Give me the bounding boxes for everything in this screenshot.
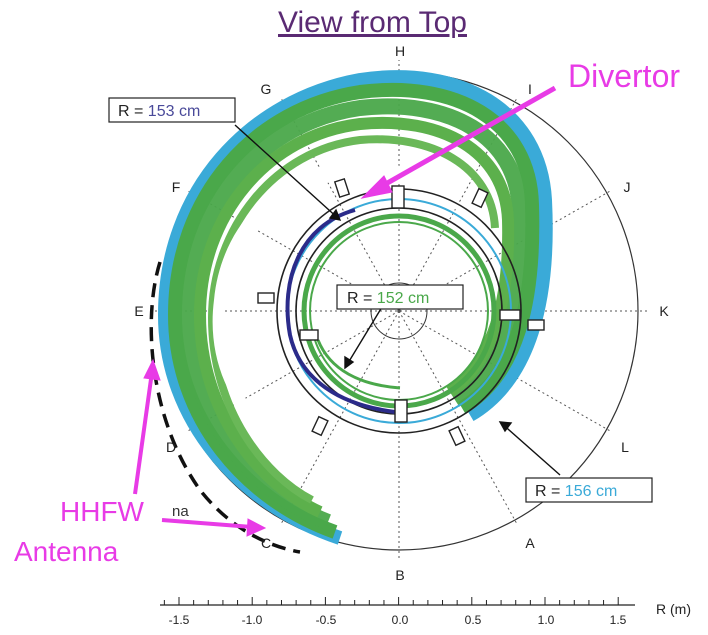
arrow-r156 (499, 421, 561, 476)
r-axis-minor-ticks (163, 597, 619, 605)
page-title: View from Top (278, 6, 467, 39)
port-notch (257, 292, 275, 304)
port-notch (311, 415, 329, 437)
r-axis-label: R (m) (656, 601, 691, 617)
sector-letter-h: H (395, 43, 405, 59)
port-notch (448, 425, 466, 447)
sector-letter-k: K (659, 303, 669, 319)
divertor-label: Divertor (568, 58, 681, 94)
radius-value-152: 152 cm (377, 290, 429, 307)
r-axis-tick: 1.5 (610, 613, 627, 627)
arrowhead-hhfw-up (143, 358, 161, 381)
sector-letter-b: B (395, 567, 404, 583)
svg-text:R = 152 cm: R = 152 cm (347, 290, 429, 307)
field-line-green (207, 135, 499, 504)
port-notch (299, 329, 319, 341)
sector-letter-f: F (172, 179, 181, 195)
antenna-fragment-label: na (172, 503, 189, 520)
field-line-band (157, 70, 553, 545)
arrowhead (498, 421, 513, 433)
r-axis-tick: -0.5 (316, 613, 337, 627)
spoke-line (398, 310, 613, 433)
radius-prefix: R = (347, 290, 377, 307)
radius-prefix: R = (118, 103, 148, 120)
field-line-blue (157, 70, 553, 545)
svg-text:R = 156 cm: R = 156 cm (535, 483, 617, 500)
r-axis-tick: -1.0 (242, 613, 263, 627)
arrowhead-divertor (360, 175, 393, 199)
arrowhead (328, 208, 342, 221)
sector-letter-a: A (525, 535, 535, 551)
radius-value-156: 156 cm (565, 483, 617, 500)
sector-letter-i: I (528, 81, 532, 97)
hhfw-antenna-arc (149, 261, 301, 554)
spoke-line (185, 310, 400, 433)
port-notch (333, 177, 351, 199)
r-axis-tick-labels: -1.5 -1.0 -0.5 0.0 0.5 1.0 1.5 (169, 613, 627, 627)
field-arc-navy (285, 208, 396, 414)
radius-box-152: R = 152 cm (336, 284, 464, 310)
hhfw-label: HHFW (60, 496, 144, 527)
port-notch (391, 185, 405, 209)
sector-letter-j: J (624, 179, 631, 195)
field-line-green (179, 98, 529, 530)
r-axis: -1.5 -1.0 -0.5 0.0 0.5 1.0 1.5 R (m) (160, 597, 691, 627)
port-notch (499, 309, 521, 321)
radius-box-153: R = 153 cm (108, 97, 236, 123)
sector-letter-c: C (261, 535, 271, 551)
r-axis-tick: 1.0 (538, 613, 555, 627)
field-line-green (193, 116, 515, 518)
sector-letter-e: E (134, 303, 143, 319)
arrow-hhfw-up (133, 371, 154, 495)
field-arc-green-inner (316, 339, 401, 390)
radius-box-156: R = 156 cm (525, 477, 653, 503)
port-notch (394, 399, 408, 423)
sector-letter-l: L (621, 439, 629, 455)
arrow-r153 (234, 124, 341, 221)
r-axis-tick: -1.5 (169, 613, 190, 627)
r-axis-tick: 0.0 (392, 613, 409, 627)
radius-value-153: 153 cm (148, 103, 200, 120)
port-notch (527, 319, 545, 331)
arrowhead (344, 355, 355, 370)
radius-prefix: R = (535, 483, 565, 500)
arrow-hhfw-right (161, 518, 253, 529)
svg-text:R = 153 cm: R = 153 cm (118, 103, 200, 120)
callout-arrows (234, 124, 561, 476)
sector-letters: A B C D E F G H I J K L (134, 43, 669, 583)
port-notches (257, 177, 545, 447)
sector-letter-d: D (166, 439, 176, 455)
arrowhead-hhfw-right (246, 518, 267, 537)
center-stack-circle (370, 282, 428, 340)
antenna-label: Antenna (14, 536, 119, 567)
r-axis-tick: 0.5 (465, 613, 482, 627)
annotation-arrows (133, 85, 557, 537)
arrow-r152 (344, 306, 383, 369)
port-notch (471, 187, 489, 209)
sector-letter-g: G (261, 81, 272, 97)
field-line-green (167, 82, 540, 539)
arrow-divertor (373, 85, 557, 193)
